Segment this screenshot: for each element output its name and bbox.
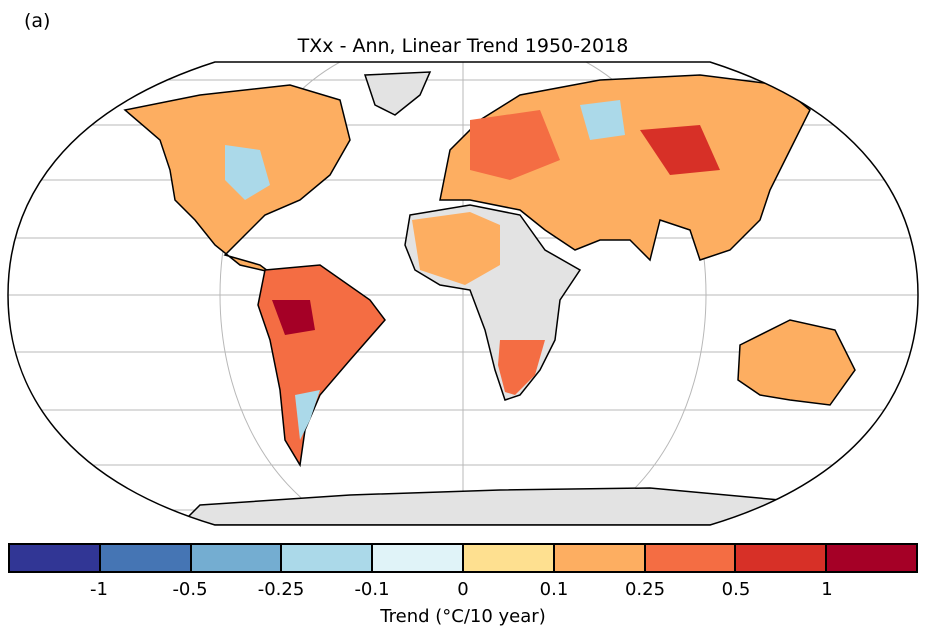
map-content (8, 62, 918, 525)
southern-africa (498, 340, 545, 395)
map-border (7, 61, 919, 526)
colorbar-bin (463, 545, 555, 571)
colorbar-tick: -0.1 (354, 579, 390, 600)
west-africa (412, 212, 500, 285)
colorbar-bin (10, 545, 101, 571)
antarctica (178, 487, 782, 525)
colorbar-bin (373, 545, 464, 571)
colorbar-tick: -0.25 (257, 579, 305, 600)
colorbar-label: Trend (°C/10 year) (380, 606, 546, 627)
europe-hot (470, 110, 560, 180)
colorbar-bin (554, 545, 646, 571)
colorbar-tick: 0 (457, 579, 469, 600)
colorbar-bin (282, 545, 374, 571)
colorbar-tick: 1 (821, 579, 833, 600)
colorbar-tick: -1 (90, 579, 108, 600)
colorbar-tick: 0.5 (721, 579, 751, 600)
colorbar-tick: 0.25 (624, 579, 666, 600)
colorbar-tick: -0.5 (172, 579, 208, 600)
south-america-cool (295, 390, 320, 440)
australia (737, 319, 856, 406)
colorbar-bin (645, 545, 737, 571)
colorbar-bin (191, 545, 283, 571)
greenland (363, 71, 432, 116)
map-title: TXx - Ann, Linear Trend 1950-2018 (297, 35, 629, 57)
asia-hot (640, 125, 720, 175)
colorbar-bin (100, 545, 192, 571)
panel-label: (a) (24, 10, 51, 32)
colorbar-tick: 0.1 (539, 579, 569, 600)
colorbar (8, 543, 918, 573)
colorbar-bin (827, 545, 916, 571)
colorbar-bin (736, 545, 828, 571)
world-map (7, 61, 919, 526)
land-masses (123, 71, 856, 525)
north-america-cool (225, 145, 270, 200)
amazon-hot (272, 300, 315, 335)
asia-cool (580, 100, 625, 140)
